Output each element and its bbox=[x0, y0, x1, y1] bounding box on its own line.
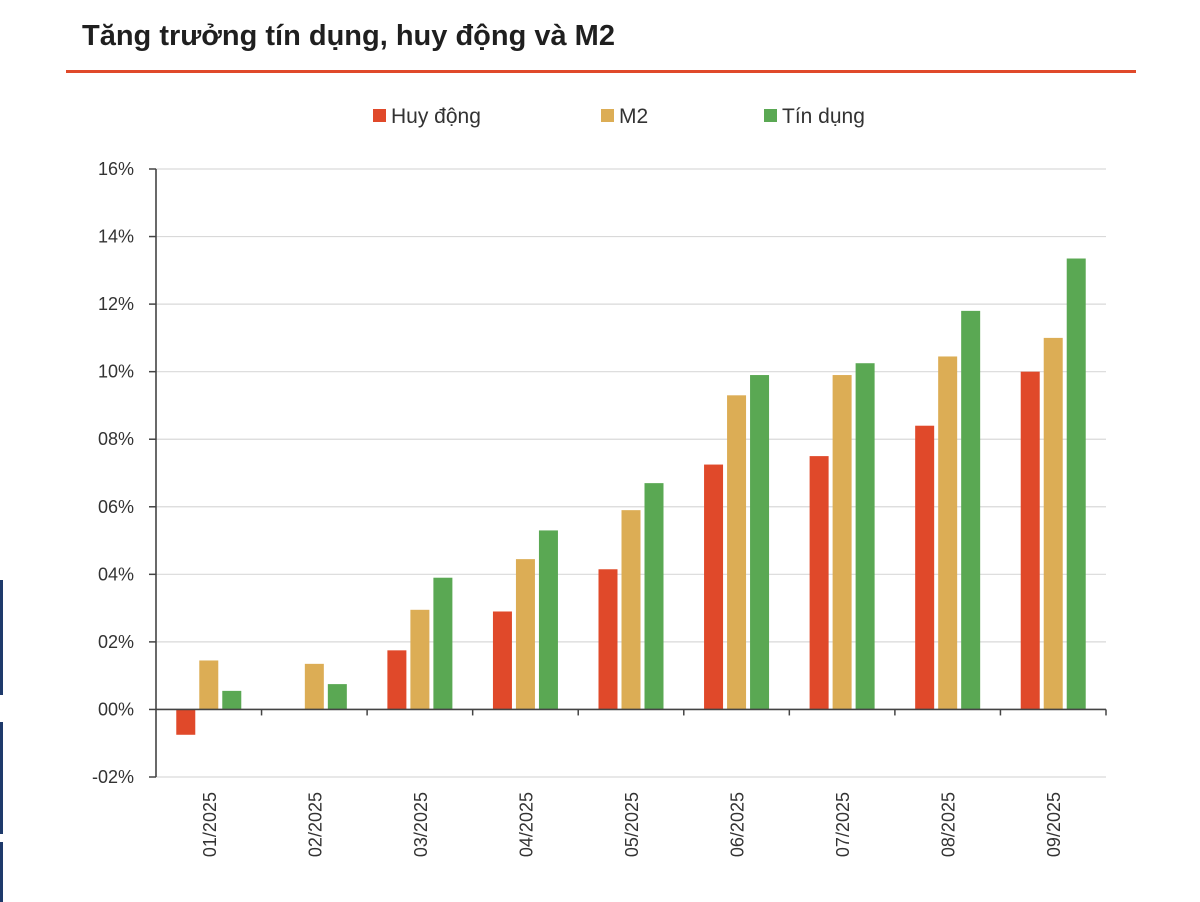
legend-swatch bbox=[764, 109, 777, 122]
x-tick-label: 09/2025 bbox=[1044, 792, 1064, 857]
y-tick-label: 04% bbox=[98, 564, 134, 584]
title-divider bbox=[66, 70, 1136, 73]
x-tick-label: 05/2025 bbox=[622, 792, 642, 857]
edge-mark-2 bbox=[0, 722, 3, 834]
bar bbox=[433, 577, 453, 710]
bar bbox=[621, 510, 641, 710]
y-tick-label: -02% bbox=[92, 767, 134, 787]
bar bbox=[915, 425, 935, 710]
bar bbox=[492, 611, 512, 710]
legend: Huy động M2 Tín dụng bbox=[373, 105, 865, 128]
bars bbox=[176, 258, 1086, 735]
bar bbox=[222, 690, 242, 710]
y-tick-label: 12% bbox=[98, 294, 134, 314]
legend-swatch bbox=[373, 109, 386, 122]
x-tick-label: 04/2025 bbox=[516, 792, 536, 857]
edge-mark-1 bbox=[0, 580, 3, 695]
bar bbox=[327, 684, 347, 710]
bar bbox=[1043, 337, 1063, 710]
x-tick-label: 07/2025 bbox=[833, 792, 853, 857]
x-tick-label: 03/2025 bbox=[411, 792, 431, 857]
axes bbox=[149, 168, 1107, 778]
bar bbox=[938, 356, 958, 710]
chart-title: Tăng trưởng tín dụng, huy động và M2 bbox=[82, 20, 615, 52]
bar bbox=[750, 375, 770, 710]
bar bbox=[598, 569, 618, 710]
y-tick-label: 08% bbox=[98, 429, 134, 449]
legend-swatch bbox=[601, 109, 614, 122]
y-tick-label: 02% bbox=[98, 632, 134, 652]
legend-label: M2 bbox=[619, 105, 648, 128]
legend-label: Tín dụng bbox=[782, 105, 865, 128]
bar bbox=[832, 375, 852, 710]
y-tick-label: 10% bbox=[98, 362, 134, 382]
bar bbox=[704, 464, 724, 710]
y-tick-label: 06% bbox=[98, 497, 134, 517]
bar bbox=[727, 395, 747, 710]
bar bbox=[1066, 258, 1086, 710]
legend-label: Huy động bbox=[391, 105, 481, 128]
x-tick-label: 01/2025 bbox=[200, 792, 220, 857]
x-tick-labels: 01/2025 02/2025 03/2025 04/2025 05/2025 06/20… bbox=[200, 792, 1064, 857]
bar bbox=[387, 650, 407, 710]
bar bbox=[410, 609, 430, 710]
bar bbox=[538, 530, 558, 710]
bar bbox=[199, 660, 219, 710]
bar bbox=[176, 709, 196, 735]
y-tick-label: 16% bbox=[98, 159, 134, 179]
y-tick-label: 14% bbox=[98, 227, 134, 247]
bar bbox=[961, 310, 981, 710]
bar bbox=[304, 663, 324, 710]
y-tick-labels: -02% 00% 02% 04% 06% 08% 10% 12% 14% 16% bbox=[92, 159, 134, 787]
bar bbox=[855, 363, 875, 710]
bar bbox=[809, 456, 829, 710]
edge-mark-3 bbox=[0, 842, 3, 902]
y-tick-label: 00% bbox=[98, 699, 134, 719]
x-tick-label: 02/2025 bbox=[305, 792, 325, 857]
x-tick-label: 08/2025 bbox=[939, 792, 959, 857]
bar bbox=[644, 483, 664, 710]
bar bbox=[515, 559, 535, 710]
bar bbox=[1020, 371, 1040, 710]
x-tick-label: 06/2025 bbox=[728, 792, 748, 857]
